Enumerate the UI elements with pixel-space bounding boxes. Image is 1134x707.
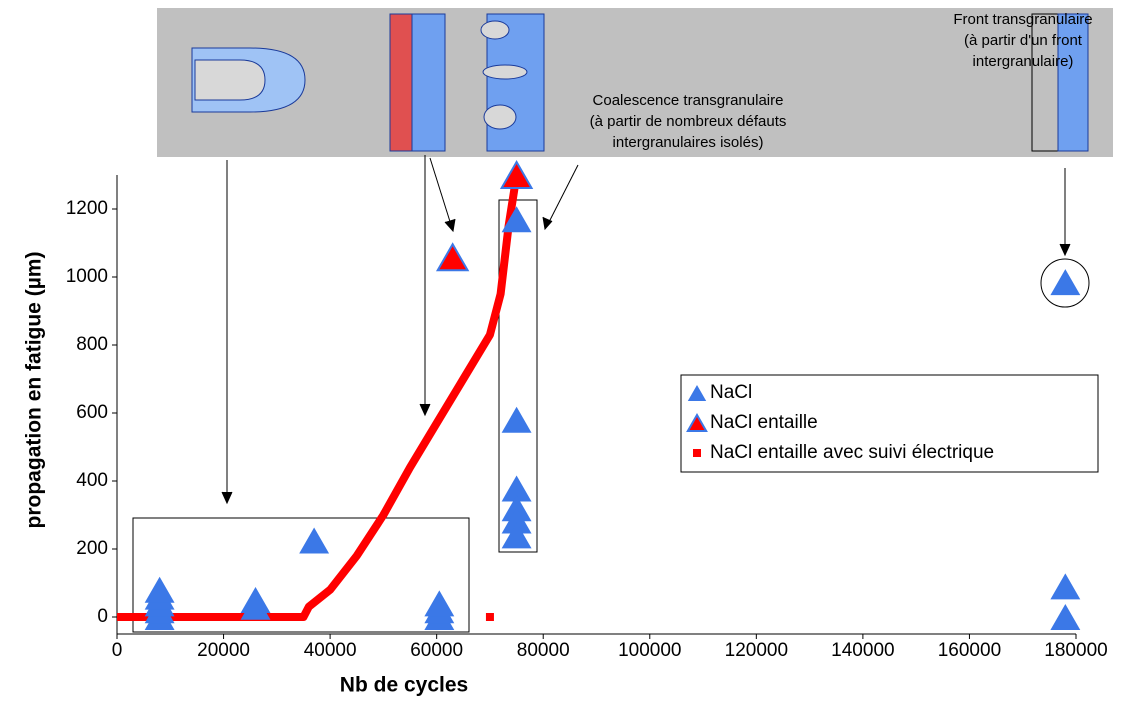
illustration-band bbox=[157, 8, 1113, 157]
annotation: intergranulaires isolés) bbox=[613, 134, 764, 151]
axes: 0 200 400 600 800 1000 1200 0 20000 40000 60000 800… bbox=[23, 175, 1108, 697]
point bbox=[299, 527, 330, 554]
legend-label: NaCl bbox=[710, 382, 752, 403]
point bbox=[501, 475, 532, 502]
y-tick-label: 400 bbox=[76, 470, 108, 491]
legend-marker bbox=[686, 412, 708, 432]
legend: NaCl NaCl entaille NaCl entaille avec suiv… bbox=[680, 374, 1099, 473]
x-tick-label: 100000 bbox=[618, 640, 681, 661]
x-tick-label: 20000 bbox=[197, 640, 250, 661]
y-tick-label: 200 bbox=[76, 538, 108, 559]
annotation: (à partir de nombreux défauts bbox=[590, 113, 787, 130]
point bbox=[499, 159, 534, 189]
x-tick-label: 80000 bbox=[517, 640, 570, 661]
point bbox=[1050, 269, 1081, 296]
legend-marker bbox=[693, 449, 701, 457]
point bbox=[501, 406, 532, 433]
y-tick-label: 1000 bbox=[66, 266, 108, 287]
y-axis-title: propagation en fatigue (µm) bbox=[23, 252, 46, 529]
annotation: (à partir d'un front bbox=[964, 32, 1083, 49]
y-tick-label: 0 bbox=[97, 606, 108, 627]
x-tick-label: 60000 bbox=[410, 640, 463, 661]
point bbox=[240, 587, 271, 613]
point bbox=[501, 507, 532, 534]
point bbox=[435, 242, 470, 272]
legend-label: NaCl entaille avec suivi électrique bbox=[710, 442, 994, 463]
x-tick-label: 0 bbox=[112, 640, 123, 661]
annotation: intergranulaire) bbox=[973, 53, 1074, 70]
point bbox=[144, 576, 175, 603]
point bbox=[1050, 573, 1081, 600]
legend-label: NaCl entaille bbox=[710, 412, 818, 433]
legend-box bbox=[680, 374, 1099, 473]
point bbox=[501, 522, 532, 549]
y-tick-label: 600 bbox=[76, 402, 108, 423]
annotations: Front transgranulaire (à partir d'un fron… bbox=[590, 11, 1093, 151]
x-axis-title: Nb de cycles bbox=[340, 674, 468, 697]
x-tick-label: 160000 bbox=[938, 640, 1001, 661]
point bbox=[485, 613, 494, 621]
annotation: Coalescence transgranulaire bbox=[593, 92, 784, 109]
marks bbox=[117, 159, 1081, 630]
annotation: Front transgranulaire bbox=[953, 11, 1092, 28]
x-tick-label: 40000 bbox=[304, 640, 357, 661]
point bbox=[1050, 604, 1081, 630]
x-tick-label: 180000 bbox=[1044, 640, 1107, 661]
annotation-shapes bbox=[132, 155, 1090, 633]
x-tick-label: 140000 bbox=[831, 640, 894, 661]
y-tick-label: 1200 bbox=[66, 198, 108, 219]
point bbox=[501, 206, 532, 233]
y-tick-label: 800 bbox=[76, 334, 108, 355]
point bbox=[424, 590, 455, 617]
legend-marker bbox=[687, 385, 707, 401]
x-tick-label: 120000 bbox=[725, 640, 788, 661]
line bbox=[117, 174, 521, 621]
